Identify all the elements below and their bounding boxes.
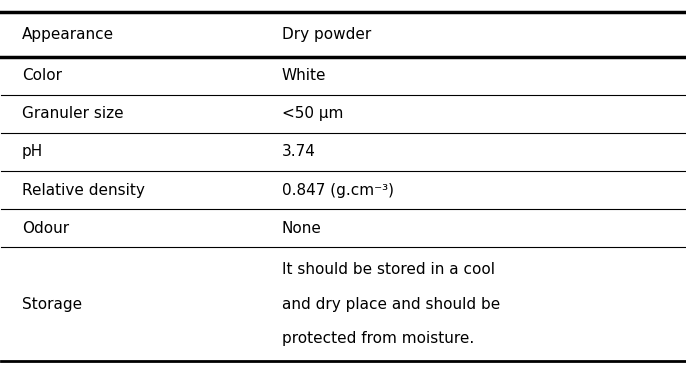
Text: <50 μm: <50 μm — [281, 107, 343, 121]
Text: pH: pH — [22, 144, 43, 159]
Text: protected from moisture.: protected from moisture. — [281, 331, 474, 346]
Text: 0.847 (g.cm⁻³): 0.847 (g.cm⁻³) — [281, 182, 394, 198]
Text: Relative density: Relative density — [22, 182, 145, 198]
Text: None: None — [281, 221, 321, 236]
Text: Odour: Odour — [22, 221, 69, 236]
Text: Color: Color — [22, 68, 62, 83]
Text: Storage: Storage — [22, 297, 82, 312]
Text: Appearance: Appearance — [22, 27, 114, 42]
Text: Granuler size: Granuler size — [22, 107, 123, 121]
Text: 3.74: 3.74 — [281, 144, 316, 159]
Text: White: White — [281, 68, 326, 83]
Text: Dry powder: Dry powder — [281, 27, 370, 42]
Text: It should be stored in a cool: It should be stored in a cool — [281, 262, 495, 277]
Text: and dry place and should be: and dry place and should be — [281, 297, 500, 312]
